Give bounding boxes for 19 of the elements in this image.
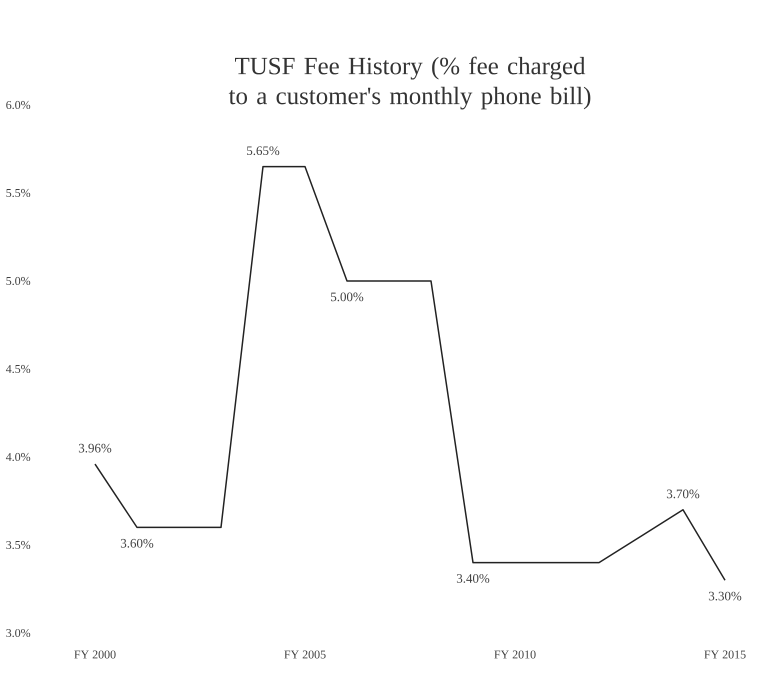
data-label: 3.70% (666, 490, 700, 498)
y-tick-label: 4.0% (6, 452, 30, 462)
x-tick-label: FY 2000 (74, 650, 116, 659)
data-label: 3.40% (456, 574, 490, 583)
x-tick-label: FY 2015 (704, 650, 746, 659)
y-tick-label: 4.5% (6, 364, 30, 374)
chart-title: TUSF Fee History (% fee charged to a customer's monthly phone bill) (228, 56, 590, 110)
data-label: 3.60% (120, 538, 154, 548)
y-tick-label: 3.0% (6, 628, 30, 638)
y-tick-label: 5.0% (6, 276, 30, 286)
y-tick-label: 6.0% (6, 100, 30, 110)
data-label: 3.30% (708, 592, 742, 600)
y-tick-label: 5.5% (6, 188, 30, 198)
data-label: 5.00% (331, 292, 364, 302)
data-label: 5.65% (247, 146, 280, 156)
data-label: 3.96% (78, 444, 112, 453)
x-tick-label: FY 2005 (284, 650, 326, 659)
x-tick-label: FY 2010 (494, 650, 536, 659)
y-tick-label: 3.5% (6, 540, 30, 550)
